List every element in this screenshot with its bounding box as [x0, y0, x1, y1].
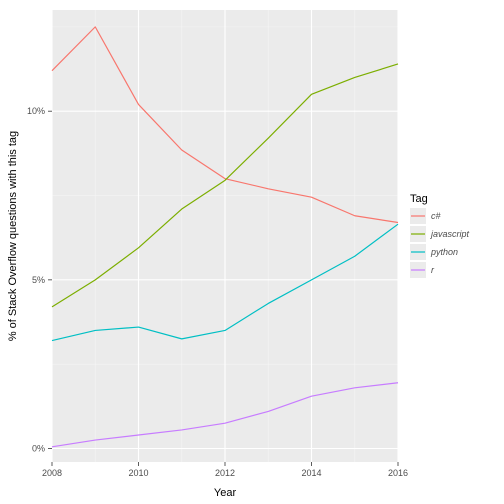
x-tick-label: 2016 [388, 468, 408, 478]
legend-label: python [430, 247, 458, 257]
y-tick-label: 10% [27, 106, 45, 116]
y-tick-label: 5% [32, 275, 45, 285]
y-axis-title: % of Stack Overflow questions with this … [7, 131, 19, 341]
x-tick-label: 2010 [128, 468, 148, 478]
y-tick-label: 0% [32, 444, 45, 454]
legend-title: Tag [410, 193, 428, 205]
x-tick-label: 2014 [301, 468, 321, 478]
chart-container: 2008 2010 2012 2014 2016 0% 5% 10% Year % of Stac… [0, 0, 504, 504]
x-tick-label: 2012 [215, 468, 235, 478]
legend-label: javascript [430, 229, 470, 239]
x-axis-title: Year [214, 487, 237, 499]
line-chart: 2008 2010 2012 2014 2016 0% 5% 10% Year % of Stac… [0, 0, 504, 504]
legend-label: c# [431, 211, 442, 221]
x-tick-label: 2008 [42, 468, 62, 478]
